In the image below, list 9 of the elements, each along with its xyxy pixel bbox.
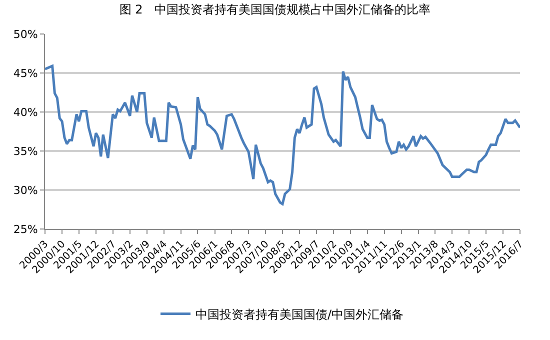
y-tick-label: 30%	[13, 184, 38, 197]
y-tick-label: 35%	[13, 144, 38, 158]
legend-label: 中国投资者持有美国国债/中国外汇储备	[196, 307, 404, 322]
line-series	[45, 64, 520, 206]
chart-title: 图 2 中国投资者持有美国国债规模占中国外汇储备的比率	[119, 2, 431, 16]
y-tick-label: 25%	[13, 222, 38, 236]
y-tick-label: 45%	[13, 66, 38, 80]
y-tick-label: 40%	[13, 106, 38, 119]
y-tick-label: 50%	[13, 28, 38, 41]
